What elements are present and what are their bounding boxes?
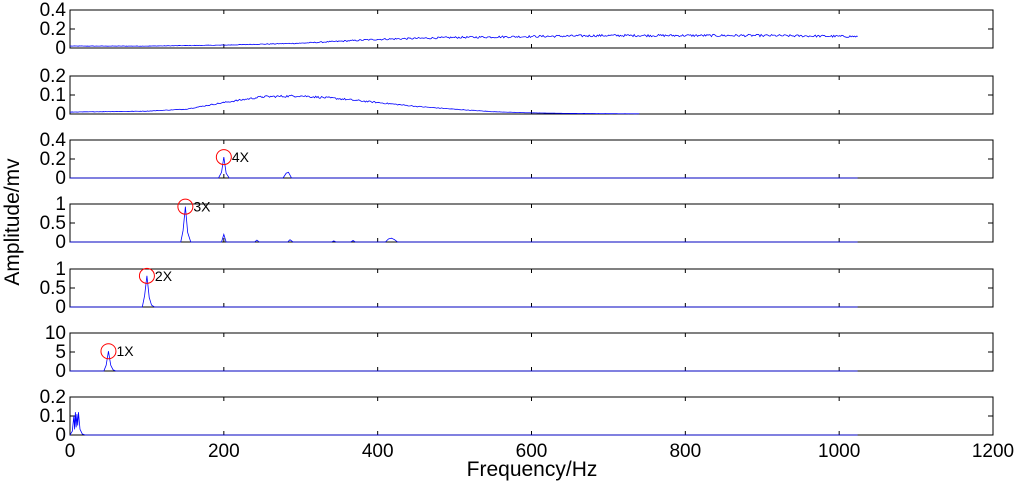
peak-marker — [215, 149, 232, 166]
y-tick-label: 0.2 — [40, 19, 66, 40]
series-line — [69, 94, 640, 115]
x-tick-label: 600 — [516, 441, 548, 462]
panel-7: 00.10.20 200 400 600 800 1000 1200 — [40, 387, 1015, 462]
panel-frame — [69, 9, 994, 49]
y-tick-label: 0 — [55, 168, 66, 189]
peak-label: 4X — [232, 149, 250, 165]
panel-frame — [69, 396, 994, 436]
peak-marker — [138, 267, 155, 284]
y-tick-label: 0.1 — [40, 406, 66, 427]
x-tick-label: 800 — [669, 441, 701, 462]
peak-label: 1X — [116, 343, 134, 359]
panel-5: 00.51 2X — [40, 259, 994, 318]
y-tick-label: 0.5 — [40, 213, 66, 234]
series-line — [70, 157, 858, 179]
panel-frame — [69, 139, 994, 179]
panel-frame — [69, 268, 994, 308]
peak-marker — [177, 198, 194, 215]
y-tick-label: 0.2 — [40, 149, 66, 170]
peak-label: 3X — [193, 199, 211, 215]
panel-2: 00.10.2 — [40, 66, 994, 125]
peak-marker — [100, 343, 117, 360]
series-line — [69, 412, 858, 436]
x-tick-label: 200 — [208, 441, 240, 462]
y-tick-label: 0.4 — [40, 130, 67, 151]
y-tick-label: 0.1 — [40, 85, 66, 106]
y-tick-label: 0 — [55, 232, 66, 253]
series-line — [69, 351, 858, 372]
y-tick-label: 10 — [45, 323, 66, 344]
series-line — [70, 206, 858, 243]
y-tick-label: 0 — [55, 297, 66, 318]
series-line — [70, 275, 858, 308]
panel-3: 00.20.4 4X — [40, 130, 994, 189]
x-tick-label: 1000 — [818, 441, 860, 462]
y-tick-label: 1 — [55, 194, 66, 215]
y-tick-label: 0.2 — [40, 387, 66, 408]
x-axis-label: Frequency/Hz — [467, 458, 598, 481]
panel-1: 00.20.4 — [40, 0, 994, 59]
y-tick-label: 0 — [55, 361, 66, 382]
peak-label: 2X — [155, 268, 173, 284]
x-tick-label: 1200 — [972, 441, 1014, 462]
y-tick-label: 1 — [55, 259, 66, 280]
y-tick-label: 5 — [55, 342, 66, 363]
y-tick-label: 0 — [55, 104, 66, 125]
series-line — [69, 33, 858, 47]
y-tick-label: 0 — [55, 38, 66, 59]
y-tick-label: 0 — [55, 425, 66, 446]
x-tick-label: 400 — [362, 441, 394, 462]
y-tick-label: 0.4 — [40, 0, 67, 21]
panel-frame — [69, 75, 994, 115]
x-tick-label: 0 — [65, 441, 76, 462]
panel-frame — [69, 332, 994, 372]
y-axis-label: Amplitude/mv — [1, 158, 24, 286]
y-tick-label: 0.5 — [40, 278, 66, 299]
y-tick-label: 0.2 — [40, 66, 66, 87]
panel-4: 00.51 3X — [40, 194, 994, 253]
